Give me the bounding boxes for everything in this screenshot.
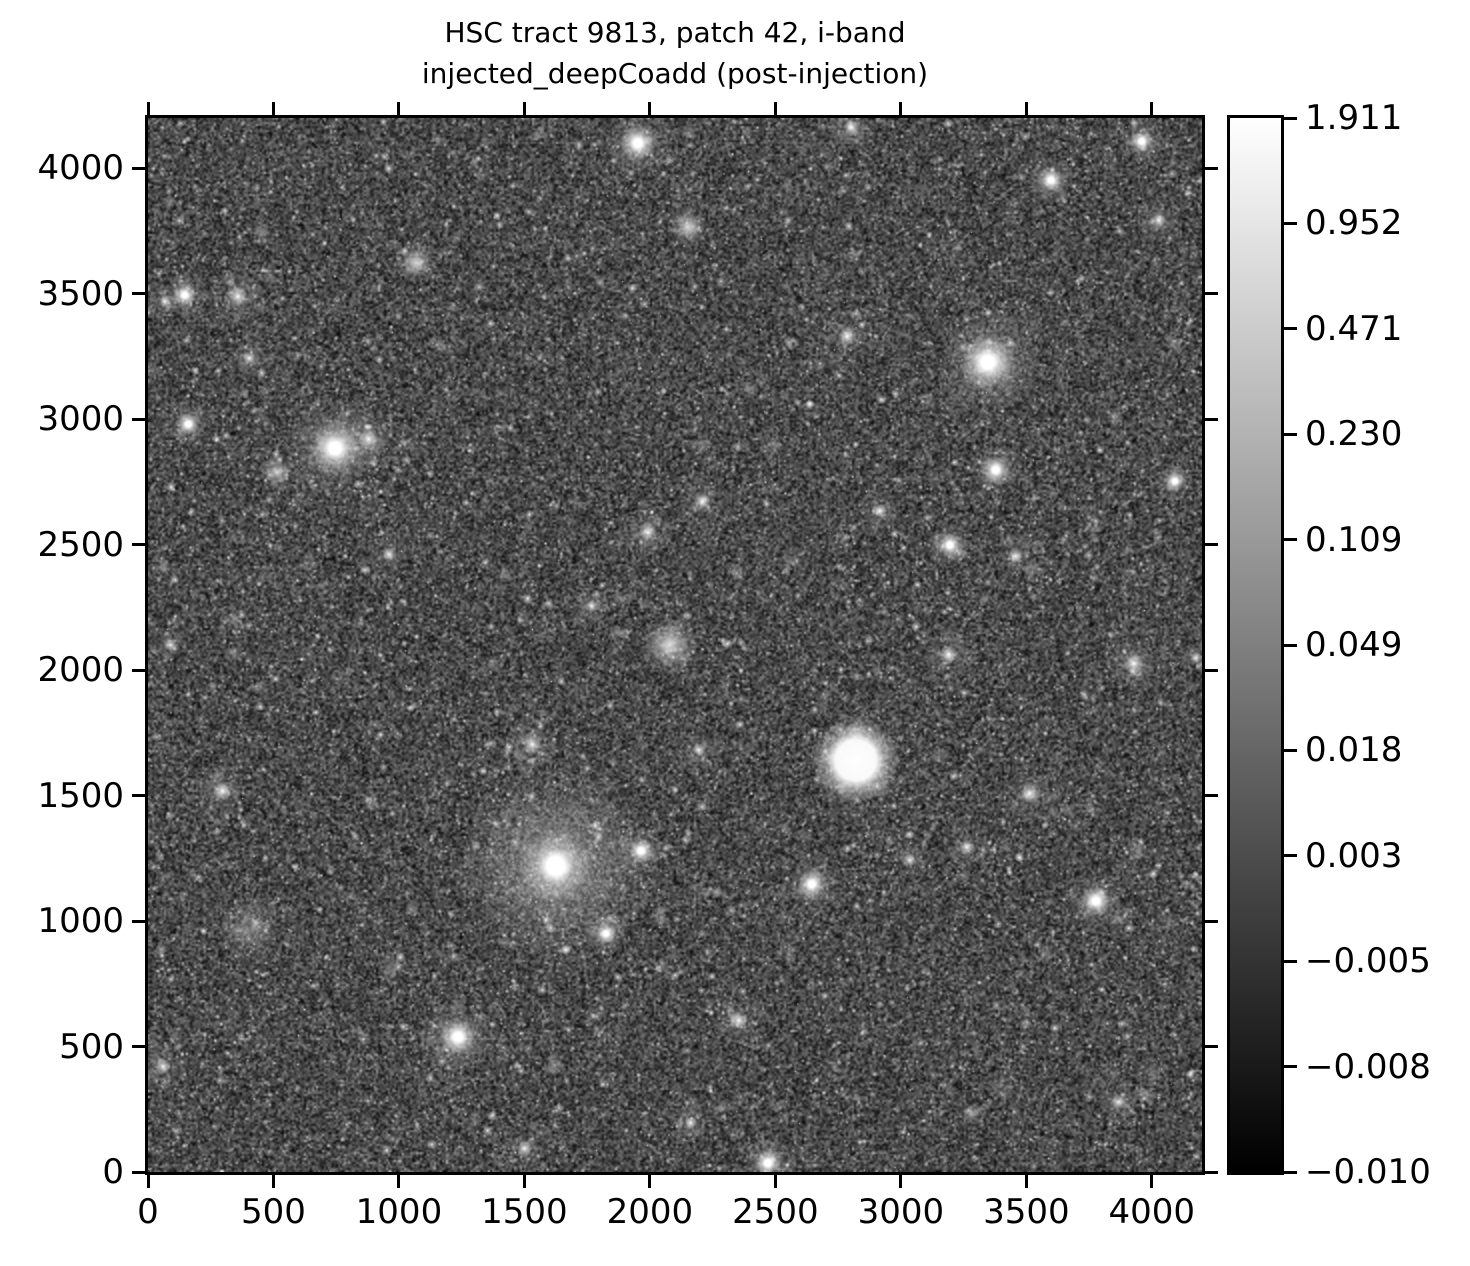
y-tick-label: 2500 — [37, 524, 124, 565]
x-tick-label: 0 — [137, 1192, 159, 1232]
y-tick-label: 4000 — [37, 148, 124, 189]
y-tick-label: 1500 — [37, 775, 124, 816]
y-tick-mark-right — [1205, 668, 1218, 672]
colorbar-tick-label: −0.005 — [1305, 941, 1431, 982]
figure-title: HSC tract 9813, patch 42, i-band injecte… — [145, 12, 1205, 94]
y-tick-label: 0 — [102, 1152, 124, 1192]
y-tick-mark — [132, 668, 145, 672]
colorbar-tick-mark — [1284, 116, 1297, 120]
starfield-image — [148, 118, 1202, 1172]
x-tick-mark-top — [1150, 102, 1154, 115]
x-tick-mark-top — [648, 102, 652, 115]
colorbar-tick-label: −0.010 — [1305, 1152, 1431, 1192]
y-tick-mark — [132, 543, 145, 547]
x-tick-label: 500 — [241, 1192, 306, 1232]
y-tick-label: 3500 — [37, 273, 124, 314]
colorbar-tick-label: 0.018 — [1305, 730, 1403, 771]
x-tick-mark-top — [146, 102, 150, 115]
y-tick-mark — [132, 1170, 145, 1174]
x-tick-mark — [899, 1175, 903, 1188]
colorbar-tick-label: 0.471 — [1305, 308, 1403, 349]
colorbar-tick-mark — [1284, 221, 1297, 225]
colorbar-tick-mark — [1284, 538, 1297, 542]
colorbar-tick-mark — [1284, 432, 1297, 436]
x-tick-label: 3500 — [983, 1192, 1070, 1232]
x-tick-label: 1500 — [481, 1192, 568, 1232]
image-panel — [145, 115, 1205, 1175]
colorbar-tick-mark — [1284, 327, 1297, 331]
colorbar-tick-label: 0.003 — [1305, 835, 1403, 876]
y-tick-label: 2000 — [37, 650, 124, 691]
x-tick-label: 1000 — [355, 1192, 443, 1232]
colorbar-tick-mark — [1284, 854, 1297, 858]
x-tick-mark — [146, 1175, 150, 1188]
colorbar — [1227, 115, 1284, 1175]
x-tick-mark-top — [899, 102, 903, 115]
colorbar-tick-mark — [1284, 1065, 1297, 1069]
y-tick-mark — [132, 919, 145, 923]
y-tick-mark-right — [1205, 417, 1218, 421]
x-tick-label: 2000 — [606, 1192, 694, 1232]
colorbar-tick-label: 0.049 — [1305, 625, 1403, 665]
y-tick-mark — [132, 417, 145, 421]
x-tick-mark — [648, 1175, 652, 1188]
colorbar-tick-mark — [1284, 1170, 1297, 1174]
y-tick-mark-right — [1205, 919, 1218, 923]
y-tick-mark — [132, 794, 145, 798]
colorbar-tick-mark — [1284, 643, 1297, 647]
y-tick-mark-right — [1205, 794, 1218, 798]
y-tick-mark-right — [1205, 1170, 1218, 1174]
y-tick-mark — [132, 292, 145, 296]
y-tick-mark-right — [1205, 1045, 1218, 1049]
figure-title-line1: HSC tract 9813, patch 42, i-band — [444, 16, 906, 49]
x-tick-mark — [1150, 1175, 1154, 1188]
x-tick-mark-top — [522, 102, 526, 115]
y-tick-mark-right — [1205, 166, 1218, 170]
x-tick-mark-top — [1024, 102, 1028, 115]
x-tick-mark — [271, 1175, 275, 1188]
colorbar-gradient — [1230, 118, 1281, 1172]
x-tick-mark — [773, 1175, 777, 1188]
x-tick-label: 4000 — [1108, 1192, 1196, 1232]
x-tick-mark-top — [773, 102, 777, 115]
y-tick-mark-right — [1205, 543, 1218, 547]
x-tick-mark-top — [397, 102, 401, 115]
colorbar-tick-mark — [1284, 748, 1297, 752]
x-tick-label: 2500 — [732, 1192, 819, 1232]
colorbar-tick-label: 1.911 — [1305, 98, 1403, 138]
colorbar-tick-label: 0.109 — [1305, 519, 1403, 560]
colorbar-tick-label: −0.008 — [1305, 1046, 1431, 1087]
colorbar-tick-mark — [1284, 959, 1297, 963]
colorbar-tick-label: 0.230 — [1305, 414, 1403, 455]
x-tick-label: 3000 — [857, 1192, 945, 1232]
x-tick-mark — [1024, 1175, 1028, 1188]
x-tick-mark — [397, 1175, 401, 1188]
y-tick-mark — [132, 1045, 145, 1049]
y-tick-mark — [132, 166, 145, 170]
y-tick-mark-right — [1205, 292, 1218, 296]
x-tick-mark-top — [271, 102, 275, 115]
colorbar-tick-label: 0.952 — [1305, 203, 1403, 244]
x-tick-mark — [522, 1175, 526, 1188]
figure-title-line2: injected_deepCoadd (post-injection) — [421, 57, 929, 90]
y-tick-label: 3000 — [37, 399, 124, 440]
y-tick-label: 1000 — [37, 901, 124, 942]
y-tick-label: 500 — [59, 1026, 124, 1067]
